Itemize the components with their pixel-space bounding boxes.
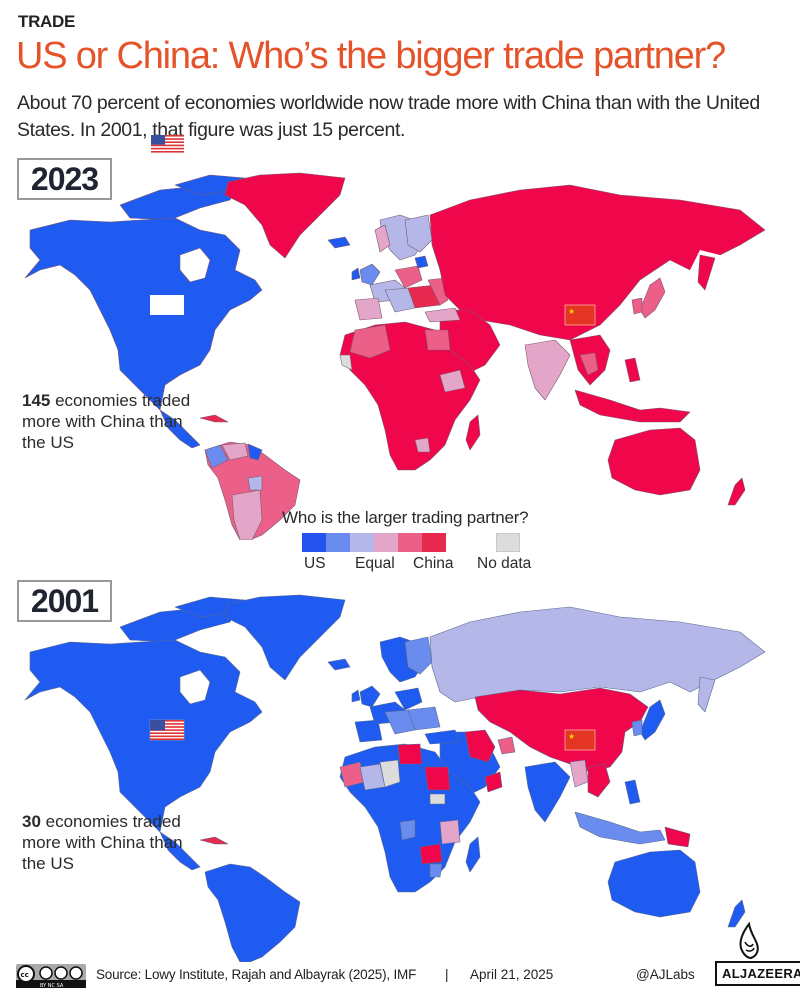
social-handle: @AJLabs [636,967,695,982]
legend-label-china: China [413,555,454,572]
us-flag-icon [151,135,184,153]
map-2001: ★ [24,594,766,962]
legend-swatch-us-strong [302,533,326,552]
annotation-count: 30 [22,812,41,831]
legend-swatch-no-data [496,533,520,552]
year-label-2001: 2001 [17,580,112,622]
legend: Who is the larger trading partner? US Eq… [280,508,600,575]
legend-swatch-china-light [374,533,398,552]
map-2023: ★ [24,172,766,540]
legend-title: Who is the larger trading partner? [282,508,529,527]
footer: cc BY NC SA Source: Lowy Institute, Raja… [0,958,800,988]
legend-label-equal: Equal [355,555,395,572]
annotation-2001: 30 economies traded more with China than… [22,811,202,874]
legend-label-us: US [304,555,326,572]
legend-swatches [280,533,600,555]
china-flag-icon: ★ [564,304,596,326]
us-flag-icon [149,719,185,741]
us-flag-placeholder [150,295,184,315]
legend-swatch-equal [350,533,374,552]
annotation-text: economies traded more with China than th… [22,812,183,873]
page-title: US or China: Who’s the bigger trade part… [16,35,726,77]
annotation-text: economies traded more with China than th… [22,391,191,452]
creative-commons-license-icon: cc BY NC SA [16,964,86,988]
aljazeera-logo-icon [739,922,759,960]
subtitle: About 70 percent of economies worldwide … [17,92,760,141]
svg-text:★: ★ [568,307,575,316]
annotation-2023: 145 economies traded more with China tha… [22,390,202,453]
legend-swatch-us-mid [326,533,350,552]
svg-text:★: ★ [568,732,575,741]
footer-separator: | [445,967,449,982]
svg-text:BY NC SA: BY NC SA [40,983,64,988]
legend-swatch-china-mid [398,533,422,552]
legend-label-no-data: No data [477,555,532,572]
china-flag-icon: ★ [564,729,596,751]
annotation-count: 145 [22,391,51,410]
publish-date: April 21, 2025 [470,967,554,982]
brand-logo: ALJAZEERA [715,961,800,986]
legend-swatch-china-strong [422,533,446,552]
svg-text:cc: cc [21,971,29,979]
kicker: TRADE [18,12,76,31]
source-text: Source: Lowy Institute, Rajah and Albayr… [96,967,417,982]
year-label-2023: 2023 [17,158,112,200]
